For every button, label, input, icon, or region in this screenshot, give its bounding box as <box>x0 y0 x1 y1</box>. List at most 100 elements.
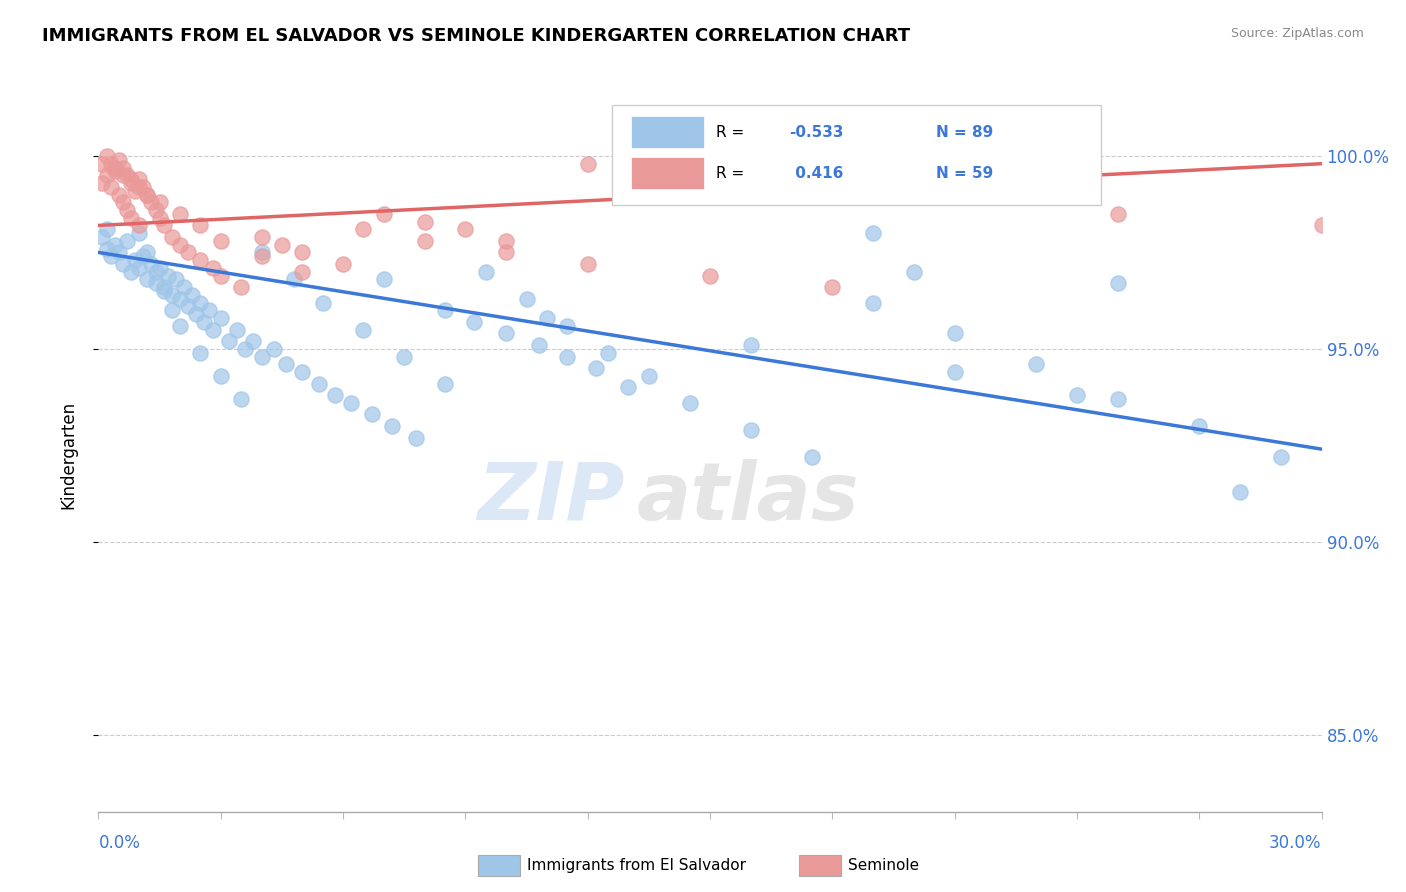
Point <box>96 222 118 236</box>
Point <box>340 396 363 410</box>
Point <box>152 284 174 298</box>
Point <box>177 245 200 260</box>
Point <box>495 245 517 260</box>
Point <box>136 272 159 286</box>
Point <box>576 257 599 271</box>
Point <box>124 184 146 198</box>
Point <box>197 303 219 318</box>
Point <box>250 245 273 260</box>
Point <box>169 237 191 252</box>
Point <box>111 161 134 175</box>
Point <box>115 234 138 248</box>
Point <box>115 202 138 217</box>
Point <box>352 222 374 236</box>
Point <box>291 365 314 379</box>
Y-axis label: Kindergarten: Kindergarten <box>59 401 77 509</box>
Point <box>699 268 721 283</box>
Point <box>96 149 118 163</box>
Point <box>903 265 925 279</box>
Point <box>152 219 174 233</box>
Text: Seminole: Seminole <box>848 858 920 872</box>
Point <box>96 168 118 182</box>
Point <box>1229 484 1251 499</box>
Point <box>274 357 297 371</box>
Point <box>250 350 273 364</box>
Point <box>169 292 191 306</box>
Point <box>1310 219 1333 233</box>
Point <box>209 368 232 383</box>
Point <box>1270 450 1292 464</box>
Point <box>91 157 114 171</box>
Point <box>557 318 579 333</box>
Text: 30.0%: 30.0% <box>1270 834 1322 852</box>
Point <box>136 245 159 260</box>
Point <box>270 237 294 252</box>
Text: N = 59: N = 59 <box>936 166 994 180</box>
Point <box>381 419 404 434</box>
Point <box>463 315 485 329</box>
Point <box>145 202 167 217</box>
Point <box>598 345 620 359</box>
Point <box>231 280 253 294</box>
Point <box>201 322 224 336</box>
Point <box>188 253 212 268</box>
Point <box>495 234 517 248</box>
Point <box>111 195 134 210</box>
Point <box>128 226 150 240</box>
Point <box>250 230 273 244</box>
Point <box>141 195 163 210</box>
Point <box>233 342 256 356</box>
Point <box>312 295 335 310</box>
Text: ZIP: ZIP <box>477 458 624 537</box>
Point <box>136 187 159 202</box>
Point <box>188 219 212 233</box>
Point <box>1107 392 1129 406</box>
Text: R =: R = <box>716 125 749 140</box>
Point <box>373 272 395 286</box>
Point <box>617 380 640 394</box>
Point <box>263 342 285 356</box>
Point <box>149 195 172 210</box>
Point <box>100 249 122 263</box>
FancyBboxPatch shape <box>630 157 704 189</box>
Point <box>111 168 134 182</box>
Point <box>413 214 436 228</box>
Point <box>474 265 498 279</box>
Point <box>943 326 966 341</box>
Point <box>323 388 346 402</box>
Point <box>91 230 114 244</box>
Point <box>413 234 436 248</box>
Point <box>132 249 155 263</box>
Point <box>360 408 382 422</box>
FancyBboxPatch shape <box>612 105 1101 205</box>
Point <box>392 350 416 364</box>
Point <box>434 303 457 318</box>
Point <box>193 315 215 329</box>
Point <box>373 207 395 221</box>
Point <box>160 288 183 302</box>
Point <box>141 257 163 271</box>
Point <box>128 179 150 194</box>
Point <box>291 265 314 279</box>
Point <box>96 242 118 256</box>
Point <box>124 253 146 268</box>
Point <box>495 326 517 341</box>
Text: IMMIGRANTS FROM EL SALVADOR VS SEMINOLE KINDERGARTEN CORRELATION CHART: IMMIGRANTS FROM EL SALVADOR VS SEMINOLE … <box>42 27 910 45</box>
Point <box>111 257 134 271</box>
Text: 0.0%: 0.0% <box>98 834 141 852</box>
Point <box>169 318 191 333</box>
Point <box>527 338 550 352</box>
Text: Source: ZipAtlas.com: Source: ZipAtlas.com <box>1230 27 1364 40</box>
Point <box>862 295 884 310</box>
Point <box>1025 357 1047 371</box>
Point <box>188 295 212 310</box>
Point <box>152 280 174 294</box>
Point <box>120 265 142 279</box>
Text: -0.533: -0.533 <box>790 125 844 140</box>
Point <box>557 350 579 364</box>
Point <box>740 338 762 352</box>
Point <box>186 307 208 321</box>
Point <box>332 257 354 271</box>
Point <box>115 168 138 182</box>
Point <box>128 219 150 233</box>
